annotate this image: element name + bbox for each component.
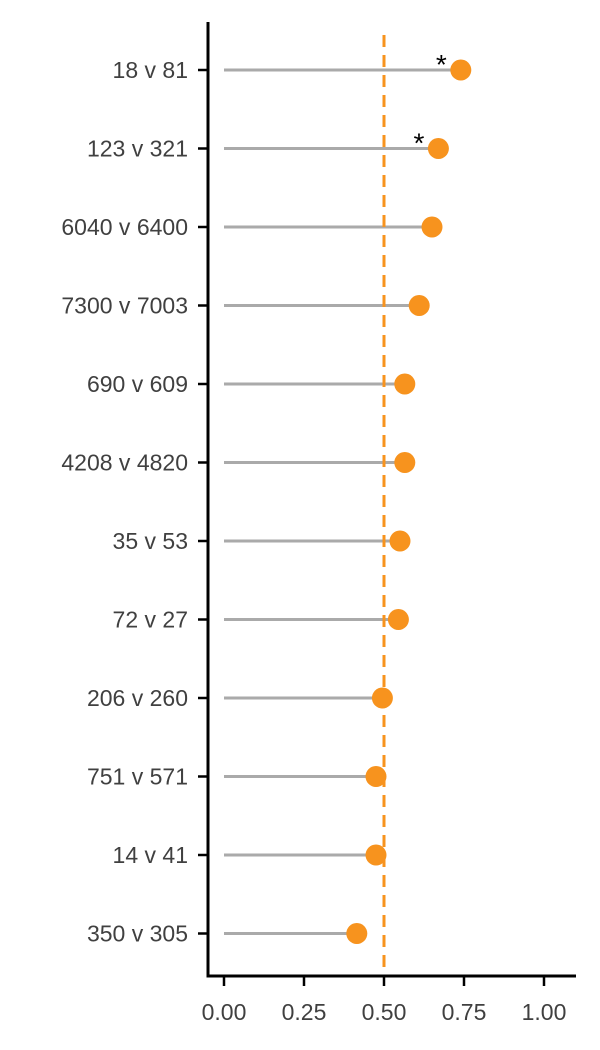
lollipop-point	[394, 452, 416, 473]
y-tick-label: 35 v 53	[113, 528, 188, 554]
significance-marker: *	[413, 128, 424, 159]
significance-marker: *	[436, 49, 447, 80]
y-tick-label: 6040 v 6400	[61, 214, 188, 240]
lollipop-point	[387, 609, 409, 630]
lollipop-point	[389, 530, 411, 552]
y-tick-label: 4208 v 4820	[61, 450, 188, 476]
lollipop-point	[365, 844, 387, 866]
axes-layer: 18 v 81 123 v 321 6040 v 6400 7300 v 7003 69…	[61, 22, 576, 1025]
x-tick-label: 0.75	[442, 999, 487, 1025]
stems-layer	[224, 68, 461, 935]
y-tick-label: 751 v 571	[87, 764, 188, 790]
y-tick-label: 14 v 41	[113, 842, 188, 868]
x-tick-label: 0.00	[202, 999, 247, 1025]
y-tick-label: 72 v 27	[113, 607, 188, 633]
x-tick-label: 0.50	[362, 999, 407, 1025]
points-layer	[346, 59, 472, 944]
lollipop-point	[421, 216, 443, 238]
annotations-layer: **	[413, 49, 446, 159]
lollipop-point	[450, 59, 472, 81]
x-tick-label: 0.25	[282, 999, 327, 1025]
y-tick-label: 206 v 260	[87, 685, 188, 711]
y-tick-label: 690 v 609	[87, 371, 188, 397]
y-tick-label: 350 v 305	[87, 921, 188, 947]
x-tick-label: 1.00	[522, 999, 567, 1025]
lollipop-point	[394, 373, 416, 395]
lollipop-point	[427, 138, 449, 159]
y-tick-label: 18 v 81	[113, 57, 188, 83]
lollipop-point	[346, 923, 368, 944]
y-tick-label: 7300 v 7003	[61, 293, 188, 319]
lollipop-point	[371, 687, 393, 709]
lollipop-point	[408, 295, 430, 316]
y-tick-label: 123 v 321	[87, 136, 188, 162]
lollipop-point	[365, 766, 387, 787]
